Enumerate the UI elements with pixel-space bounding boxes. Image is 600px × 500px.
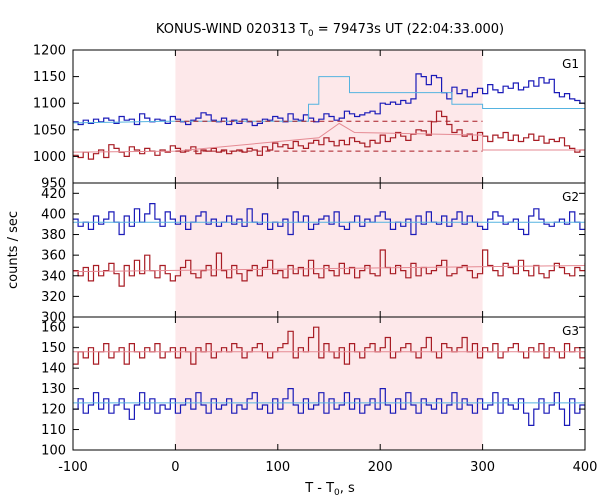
y-tick-label: 360 xyxy=(41,249,66,264)
y-tick-label: 120 xyxy=(41,403,66,418)
panel-g3: 100 110 120 130 140 150 160 G3 xyxy=(41,316,586,459)
y-tick-label: 160 xyxy=(41,321,66,336)
panels: 950 1000 1050 1100 1150 1200 G1 300 320 340 360 380… xyxy=(33,44,586,459)
y-tick-label: 380 xyxy=(41,228,66,243)
panel-frame xyxy=(72,316,586,451)
y-tick-label: 130 xyxy=(41,382,66,397)
chart-title-subscript: 0 xyxy=(308,29,314,39)
y-tick-label: 1200 xyxy=(33,44,66,59)
highlight-interval xyxy=(175,317,483,450)
panel-label: G1 xyxy=(562,57,579,71)
panel-g1: 950 1000 1050 1100 1150 1200 G1 xyxy=(33,44,586,192)
chart-title-rest: = 79473s UT (22:04:33.000) xyxy=(314,22,504,37)
panel-label: G2 xyxy=(562,190,579,204)
series-line-2 xyxy=(73,388,585,426)
y-tick-label: 300 xyxy=(41,311,66,326)
x-tick-label: 100 xyxy=(265,460,290,475)
series-line-1 xyxy=(73,73,585,127)
x-axis-label: T - T0, s xyxy=(304,481,355,498)
y-tick-label: 100 xyxy=(41,444,66,459)
x-axis-label-main: T - T xyxy=(304,481,334,496)
x-tick-label: 200 xyxy=(368,460,393,475)
fit-line-1 xyxy=(73,76,585,124)
series-line-1 xyxy=(73,203,585,236)
data-area xyxy=(73,203,585,287)
y-tick-label: 140 xyxy=(41,362,66,377)
panel-g2: 300 320 340 360 380 400 420 G2 xyxy=(41,182,586,326)
y-tick-label: 1050 xyxy=(33,123,66,138)
series-line-1 xyxy=(73,326,585,365)
x-tick-label: 400 xyxy=(573,460,598,475)
x-tick-labels: -100 0 100 200 300 400 xyxy=(58,460,597,475)
y-tick-label: 110 xyxy=(41,423,66,438)
y-tick-label: 1000 xyxy=(33,150,66,165)
x-axis-label-subscript: 0 xyxy=(334,488,340,498)
y-tick-label: 950 xyxy=(41,177,66,192)
x-tick-label: 0 xyxy=(171,460,179,475)
series-line-2 xyxy=(73,110,585,160)
y-tick-label: 420 xyxy=(41,187,66,202)
y-tick-label: 1100 xyxy=(33,97,66,112)
y-axis-label: counts / sec xyxy=(6,211,21,289)
y-tick-label: 320 xyxy=(41,290,66,305)
fit-line-2 xyxy=(73,265,585,273)
panel-label: G3 xyxy=(562,324,579,338)
y-tick-label: 400 xyxy=(41,207,66,222)
x-axis-label-rest: , s xyxy=(340,481,355,496)
chart-title-main: KONUS-WIND 020313 T xyxy=(156,22,308,37)
highlight-interval xyxy=(175,183,483,317)
x-tick-label: -100 xyxy=(58,460,88,475)
y-tick-label: 150 xyxy=(41,341,66,356)
fit-line-3 xyxy=(73,122,585,153)
series-line-2 xyxy=(73,249,585,287)
y-tick-label: 1150 xyxy=(33,70,66,85)
data-area xyxy=(73,73,585,160)
chart-title: KONUS-WIND 020313 T0 = 79473s UT (22:04:… xyxy=(156,22,504,39)
x-tick-label: 300 xyxy=(470,460,495,475)
data-area xyxy=(73,326,585,426)
y-tick-label: 340 xyxy=(41,269,66,284)
